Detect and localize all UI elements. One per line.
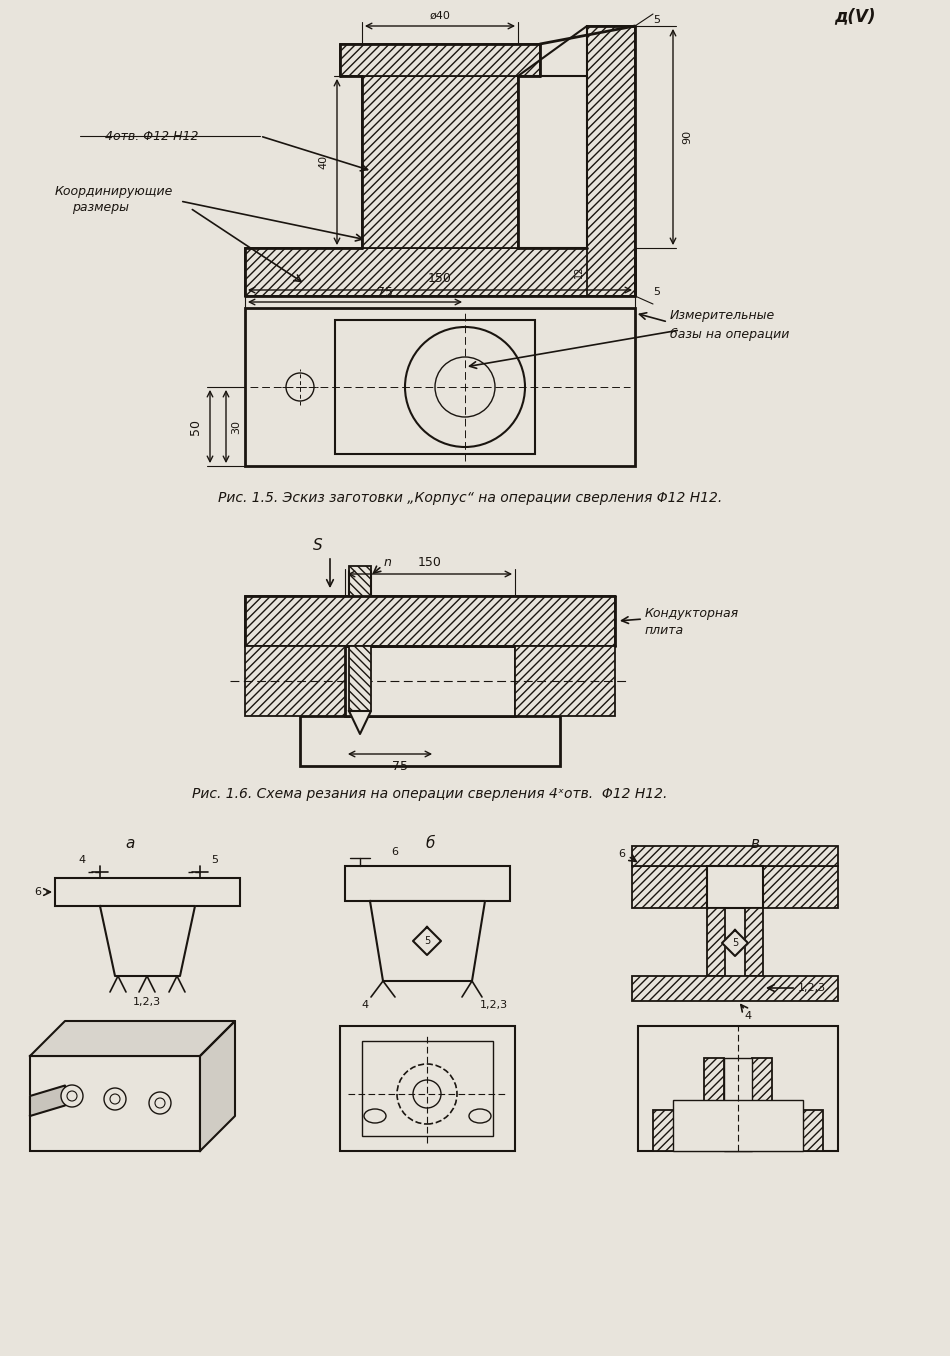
Text: 5: 5 [732,938,738,948]
Bar [245,645,345,716]
Text: S: S [314,538,323,553]
Bar [349,565,371,597]
Bar [704,1058,724,1151]
Text: 4: 4 [361,999,369,1010]
Bar [707,866,763,909]
Circle shape [149,1092,171,1115]
Polygon shape [30,1021,235,1056]
Text: 150: 150 [418,556,442,568]
Bar [362,1041,493,1136]
Polygon shape [200,1021,235,1151]
Bar [707,909,725,976]
Text: 40: 40 [318,155,328,170]
Text: 4отв. Φ12 H12: 4отв. Φ12 H12 [105,130,199,142]
Text: Кондукторная: Кондукторная [645,606,739,620]
Text: 6: 6 [618,849,625,858]
Text: б: б [426,837,435,852]
Text: 75: 75 [377,286,393,298]
Text: 1,2,3: 1,2,3 [798,983,826,993]
Text: 5: 5 [212,856,218,865]
Text: n: n [384,556,392,570]
Bar [340,43,540,76]
Text: 5: 5 [424,936,430,946]
Text: 5: 5 [654,287,660,297]
Text: 75: 75 [392,759,408,773]
Bar [724,1058,752,1151]
Ellipse shape [364,1109,386,1123]
Text: 1,2,3: 1,2,3 [133,997,162,1008]
Text: 6: 6 [391,848,398,857]
Text: ø40: ø40 [429,11,450,20]
Ellipse shape [469,1109,491,1123]
Bar [653,1111,823,1151]
Text: плита: плита [645,625,684,637]
Bar [587,26,635,296]
Text: 12: 12 [574,266,584,278]
Text: 90: 90 [682,130,692,144]
Bar [335,320,535,454]
Bar [638,1026,838,1151]
Bar [632,976,838,1001]
Bar [362,76,518,248]
Bar [752,1058,772,1151]
Polygon shape [30,1086,65,1116]
Polygon shape [722,930,748,956]
Text: 6: 6 [34,887,42,898]
Text: Измерительные: Измерительные [670,309,775,323]
Bar [300,716,560,766]
Text: в: в [750,837,759,852]
Circle shape [104,1088,126,1111]
Text: 150: 150 [428,271,452,285]
Polygon shape [413,928,441,955]
Polygon shape [100,906,195,976]
Text: 5: 5 [654,15,660,24]
Text: Рис. 1.5. Эскиз заготовки „Корпус“ на операции сверления Φ12 H12.: Рис. 1.5. Эскиз заготовки „Корпус“ на оп… [218,491,722,504]
Text: размеры: размеры [72,202,129,214]
Bar [515,645,615,716]
Bar [340,1026,515,1151]
Polygon shape [370,900,485,980]
Bar [55,877,240,906]
Text: 4: 4 [79,856,86,865]
Bar [245,308,635,466]
Bar [763,866,838,909]
Bar [245,597,615,645]
Bar [632,866,707,909]
Bar [345,866,510,900]
Text: Рис. 1.6. Схема резания на операции сверления 4ˣотв.  Φ12 H12.: Рис. 1.6. Схема резания на операции свер… [192,786,668,801]
Bar [632,846,838,866]
Polygon shape [349,711,371,734]
Text: 4: 4 [745,1012,751,1021]
Bar [745,909,763,976]
Bar [673,1100,803,1151]
Bar [345,645,515,716]
Text: 50: 50 [189,419,202,435]
Bar [245,248,635,296]
Text: 30: 30 [231,420,241,434]
Bar [30,1056,200,1151]
Circle shape [61,1085,83,1106]
Text: Координирующие: Координирующие [55,184,173,198]
Text: д(V): д(V) [834,7,876,24]
Text: базы на операции: базы на операции [670,327,789,340]
Text: 1,2,3: 1,2,3 [480,999,508,1010]
Bar [349,645,371,711]
Text: а: а [125,837,135,852]
